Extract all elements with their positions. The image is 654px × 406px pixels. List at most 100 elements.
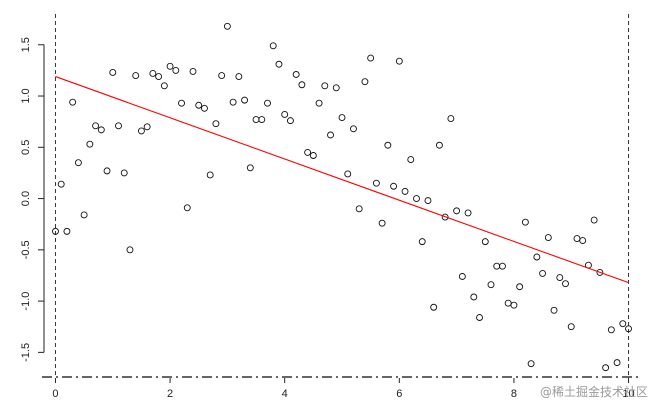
regression-line-group xyxy=(55,76,629,284)
data-point xyxy=(52,227,59,235)
x-tick-label: 6 xyxy=(396,388,402,400)
data-point xyxy=(378,219,386,227)
data-point xyxy=(120,169,128,177)
data-point xyxy=(103,167,111,175)
y-tick-label: 0.5 xyxy=(20,140,32,155)
data-point xyxy=(338,114,346,122)
data-point xyxy=(246,164,254,172)
data-point xyxy=(155,73,163,80)
y-tick-label: 1.0 xyxy=(20,88,32,103)
data-point xyxy=(160,82,168,90)
y-tick-label: -0.5 xyxy=(20,240,32,259)
data-point xyxy=(223,22,231,30)
reference-lines xyxy=(42,14,640,378)
data-point xyxy=(132,72,140,79)
x-axis: 0 2 4 6 8 10 xyxy=(52,378,635,400)
data-point xyxy=(367,54,375,62)
data-point xyxy=(212,120,220,128)
data-point xyxy=(539,269,547,277)
data-point xyxy=(625,325,632,333)
data-point xyxy=(109,68,117,76)
data-point xyxy=(607,326,615,334)
data-point xyxy=(453,207,461,215)
data-point xyxy=(292,71,300,78)
data-point xyxy=(137,127,145,135)
data-point xyxy=(499,262,506,270)
data-point xyxy=(573,235,581,243)
data-point xyxy=(269,42,277,50)
data-point xyxy=(567,323,575,331)
data-point xyxy=(447,115,455,123)
x-tick-label: 8 xyxy=(511,388,517,400)
data-point xyxy=(304,148,312,156)
data-point xyxy=(487,281,495,289)
data-point xyxy=(481,238,489,246)
data-point xyxy=(493,262,501,270)
data-point xyxy=(252,116,260,124)
data-point xyxy=(544,234,552,241)
data-point xyxy=(298,81,306,89)
data-point xyxy=(115,122,122,130)
x-tick-label: 0 xyxy=(52,388,58,400)
data-point xyxy=(309,152,317,159)
data-point xyxy=(74,159,82,167)
data-point xyxy=(264,99,271,107)
data-point xyxy=(149,70,157,77)
data-point xyxy=(57,180,65,188)
data-point xyxy=(579,237,587,245)
data-point xyxy=(92,122,100,130)
data-point xyxy=(97,126,105,134)
data-point xyxy=(384,141,392,149)
data-point xyxy=(596,268,604,276)
data-point xyxy=(613,359,621,367)
x-tick-label: 4 xyxy=(282,388,288,400)
data-point xyxy=(458,273,466,280)
data-point xyxy=(195,101,203,109)
data-point xyxy=(183,204,191,212)
data-point xyxy=(395,57,403,65)
x-tick-label: 10 xyxy=(622,388,634,400)
data-point xyxy=(413,195,420,203)
data-point xyxy=(550,306,558,314)
data-point xyxy=(464,209,472,217)
data-point xyxy=(361,78,369,86)
data-point xyxy=(407,156,415,164)
data-point xyxy=(189,67,197,75)
data-point xyxy=(69,98,77,106)
data-point xyxy=(350,125,357,133)
watermark: @稀土掘金技术社区 xyxy=(539,385,648,399)
data-point xyxy=(504,299,512,307)
data-point xyxy=(556,274,564,281)
data-point xyxy=(172,66,180,74)
data-point xyxy=(201,104,208,112)
data-point xyxy=(321,82,329,90)
data-point xyxy=(418,238,426,246)
y-tick-label: 0.0 xyxy=(20,191,32,206)
data-point xyxy=(235,73,243,80)
y-tick-label: -1.5 xyxy=(20,343,32,362)
data-point xyxy=(470,293,478,301)
data-point xyxy=(286,117,294,125)
data-point xyxy=(80,211,88,219)
data-point xyxy=(241,96,249,104)
data-point xyxy=(344,170,352,178)
data-point xyxy=(372,179,380,187)
data-point xyxy=(258,116,266,124)
x-tick-label: 2 xyxy=(167,388,173,400)
data-point xyxy=(562,280,569,288)
y-axis: -1.5 -1.0 -0.5 0.0 0.5 1.0 1.5 xyxy=(20,37,45,362)
data-point xyxy=(602,364,610,372)
data-point xyxy=(401,187,409,195)
data-point xyxy=(590,216,598,224)
data-point xyxy=(619,320,627,328)
data-point xyxy=(218,72,226,79)
data-point xyxy=(332,84,340,92)
data-point xyxy=(435,141,443,149)
regression-line xyxy=(55,76,629,284)
data-point xyxy=(206,171,214,179)
data-point xyxy=(430,303,438,311)
data-point xyxy=(275,60,283,68)
data-points xyxy=(52,22,632,372)
data-point xyxy=(126,246,134,254)
